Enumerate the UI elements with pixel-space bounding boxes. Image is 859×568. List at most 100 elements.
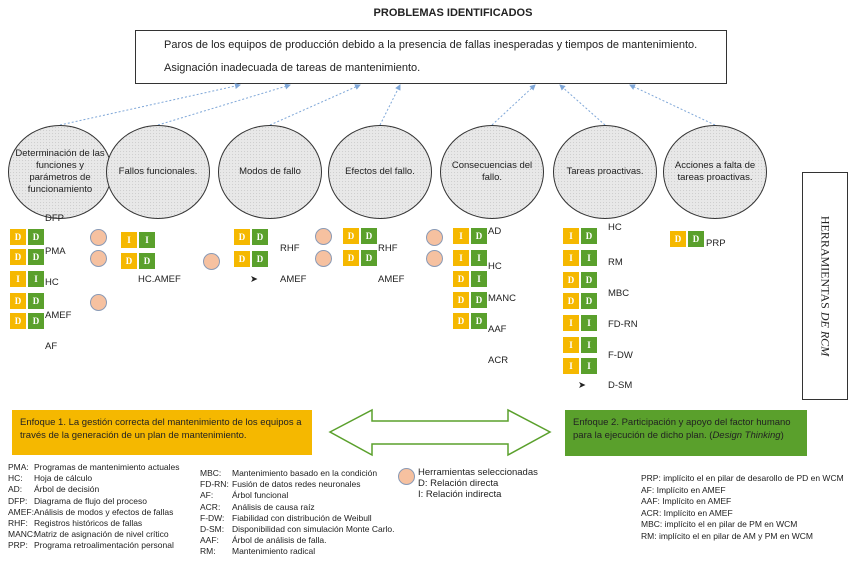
- selected-tool-icon: [203, 253, 220, 270]
- glossary-abbr: RM:: [200, 546, 216, 557]
- stage-5: Consecuencias del fallo.: [440, 125, 544, 219]
- arrow-6: [559, 84, 606, 126]
- approach-2-box: Enfoque 2. Participación y apoyo del fac…: [565, 410, 807, 456]
- glossary-definition: Fiabilidad con distribución de Weibull: [232, 512, 372, 523]
- arrow-3: [269, 84, 361, 126]
- tool-label: RHF: [280, 243, 300, 254]
- relation-badge: D: [563, 272, 579, 288]
- relation-badge: I: [581, 358, 597, 374]
- glossary-definition: Registros históricos de fallas: [34, 518, 143, 529]
- relation-badge: D: [471, 313, 487, 329]
- relation-badge: D: [343, 228, 359, 244]
- diagram-title: PROBLEMAS IDENTIFICADOS: [373, 7, 533, 19]
- relation-badge: D: [28, 229, 44, 245]
- glossary-item: AMEF:Análisis de modos y efectos de fall…: [8, 507, 180, 518]
- relation-badge: D: [688, 231, 704, 247]
- glossary-definition: Programas de mantenimiento actuales: [34, 462, 180, 472]
- selected-tool-icon: [426, 250, 443, 267]
- glossary-item: D-SM: Disponibilidad con simulación Monte…: [200, 524, 395, 535]
- tool-label: AMEF: [280, 274, 307, 285]
- tool-label: HC.AMEF: [138, 274, 181, 285]
- tool-label: MBC: [608, 288, 630, 299]
- glossary-item: AF: Árbol funcional: [200, 490, 395, 501]
- relation-badge: D: [670, 231, 686, 247]
- tool-label: ACR: [488, 355, 509, 366]
- glossary-item: AD: Árbol de decisión: [8, 484, 180, 495]
- relation-badge: D: [10, 229, 26, 245]
- note-item: AF: Implícito en AMEF: [641, 484, 726, 495]
- glossary-abbr: AAF:: [200, 535, 219, 546]
- tool-label: MANC: [488, 293, 516, 304]
- arrowhead-icon: ➤: [578, 380, 586, 391]
- glossary-definition: Árbol funcional: [232, 490, 289, 501]
- relation-badge: D: [581, 228, 597, 244]
- glossary-abbr: MBC:: [200, 468, 222, 478]
- relation-badge: I: [471, 271, 487, 287]
- glossary-abbr: DFP:: [8, 495, 28, 506]
- glossary-item: ACR: Análisis de causa raíz: [200, 502, 395, 513]
- stage-4: Efectos del fallo.: [328, 125, 432, 219]
- relation-badge: I: [10, 271, 26, 287]
- glossary-abbr: D-SM:: [200, 524, 225, 535]
- glossary-abbr: PRP:: [8, 540, 28, 551]
- arrowhead-icon: ➤: [250, 274, 258, 285]
- relation-badge: D: [252, 251, 268, 267]
- relation-badge: I: [28, 271, 44, 287]
- relation-badge: D: [28, 293, 44, 309]
- approach-1-box: Enfoque 1. La gestión correcta del mante…: [12, 410, 312, 455]
- relation-badge: D: [10, 313, 26, 329]
- glossary-definition: Árbol de decisión: [34, 484, 100, 495]
- glossary-item: PRP: Programa retroalimentación personal: [8, 540, 180, 551]
- stage-3: Modos de fallo: [218, 125, 322, 219]
- glossary-abbr: PMA:: [8, 462, 29, 472]
- relation-badge: D: [563, 293, 579, 309]
- tool-label: F-DW: [608, 350, 633, 361]
- relation-badge: D: [234, 251, 250, 267]
- selected-tool-icon: [426, 229, 443, 246]
- arrow-2: [157, 83, 291, 126]
- problem-1: Paros de los equipos de producción debid…: [164, 39, 698, 51]
- tool-label: HC: [608, 222, 622, 233]
- glossary-abbr: HC:: [8, 473, 23, 484]
- legend-direct: D: Relación directa: [418, 478, 499, 490]
- stage-1: Determinación de las funciones y parámet…: [8, 125, 112, 219]
- arrow-1: [59, 83, 241, 126]
- relation-badge: D: [28, 249, 44, 265]
- note-item: MBC: implícito el en pilar de PM en WCM: [641, 519, 798, 530]
- tool-label: HC: [45, 277, 59, 288]
- glossary-abbr: AF:: [200, 490, 214, 501]
- tool-label: FD-RN: [608, 319, 638, 330]
- tool-label: RM: [608, 257, 623, 268]
- tool-label: D-SM: [608, 380, 633, 391]
- relation-badge: I: [563, 228, 579, 244]
- arrow-5: [491, 84, 536, 126]
- relation-badge: D: [471, 292, 487, 308]
- notes: PRP: implícito el en pilar de desarollo …: [641, 473, 844, 543]
- arrow-4: [379, 84, 401, 126]
- relation-badge: D: [471, 228, 487, 244]
- relation-badge: D: [453, 313, 469, 329]
- glossary-definition: Análisis de modos y efectos de fallas: [34, 506, 174, 517]
- relation-badge: D: [234, 229, 250, 245]
- glossary-definition: Mantenimiento basado en la condición: [232, 468, 378, 478]
- tool-label: AF: [45, 341, 58, 352]
- glossary-definition: Programa retroalimentación personal: [34, 540, 174, 551]
- relation-badge: D: [343, 250, 359, 266]
- tool-label: DFP: [45, 213, 64, 224]
- arrow-7: [629, 84, 716, 126]
- glossary-item: AAF: Árbol de análisis de falla.: [200, 535, 395, 546]
- side-label: HERRAMIENTAS: [818, 215, 833, 312]
- relation-badge: D: [252, 229, 268, 245]
- glossary-item: RHF: Registros históricos de fallas: [8, 518, 180, 529]
- relation-badge: I: [563, 315, 579, 331]
- relation-badge: D: [581, 293, 597, 309]
- approach-2-italic: Design Thinking: [712, 430, 781, 441]
- problems-box: Paros de los equipos de producción debid…: [135, 30, 727, 84]
- glossary-abbr: AD:: [8, 484, 23, 495]
- selected-tool-icon: [90, 294, 107, 311]
- glossary-item: DFP: Diagrama de flujo del proceso: [8, 496, 180, 507]
- glossary-abbr: FD-RN:: [200, 479, 229, 490]
- selected-tool-icon: [315, 250, 332, 267]
- stage-2: Fallos funcionales.: [106, 125, 210, 219]
- glossary-definition: Mantenimiento radical: [232, 546, 316, 557]
